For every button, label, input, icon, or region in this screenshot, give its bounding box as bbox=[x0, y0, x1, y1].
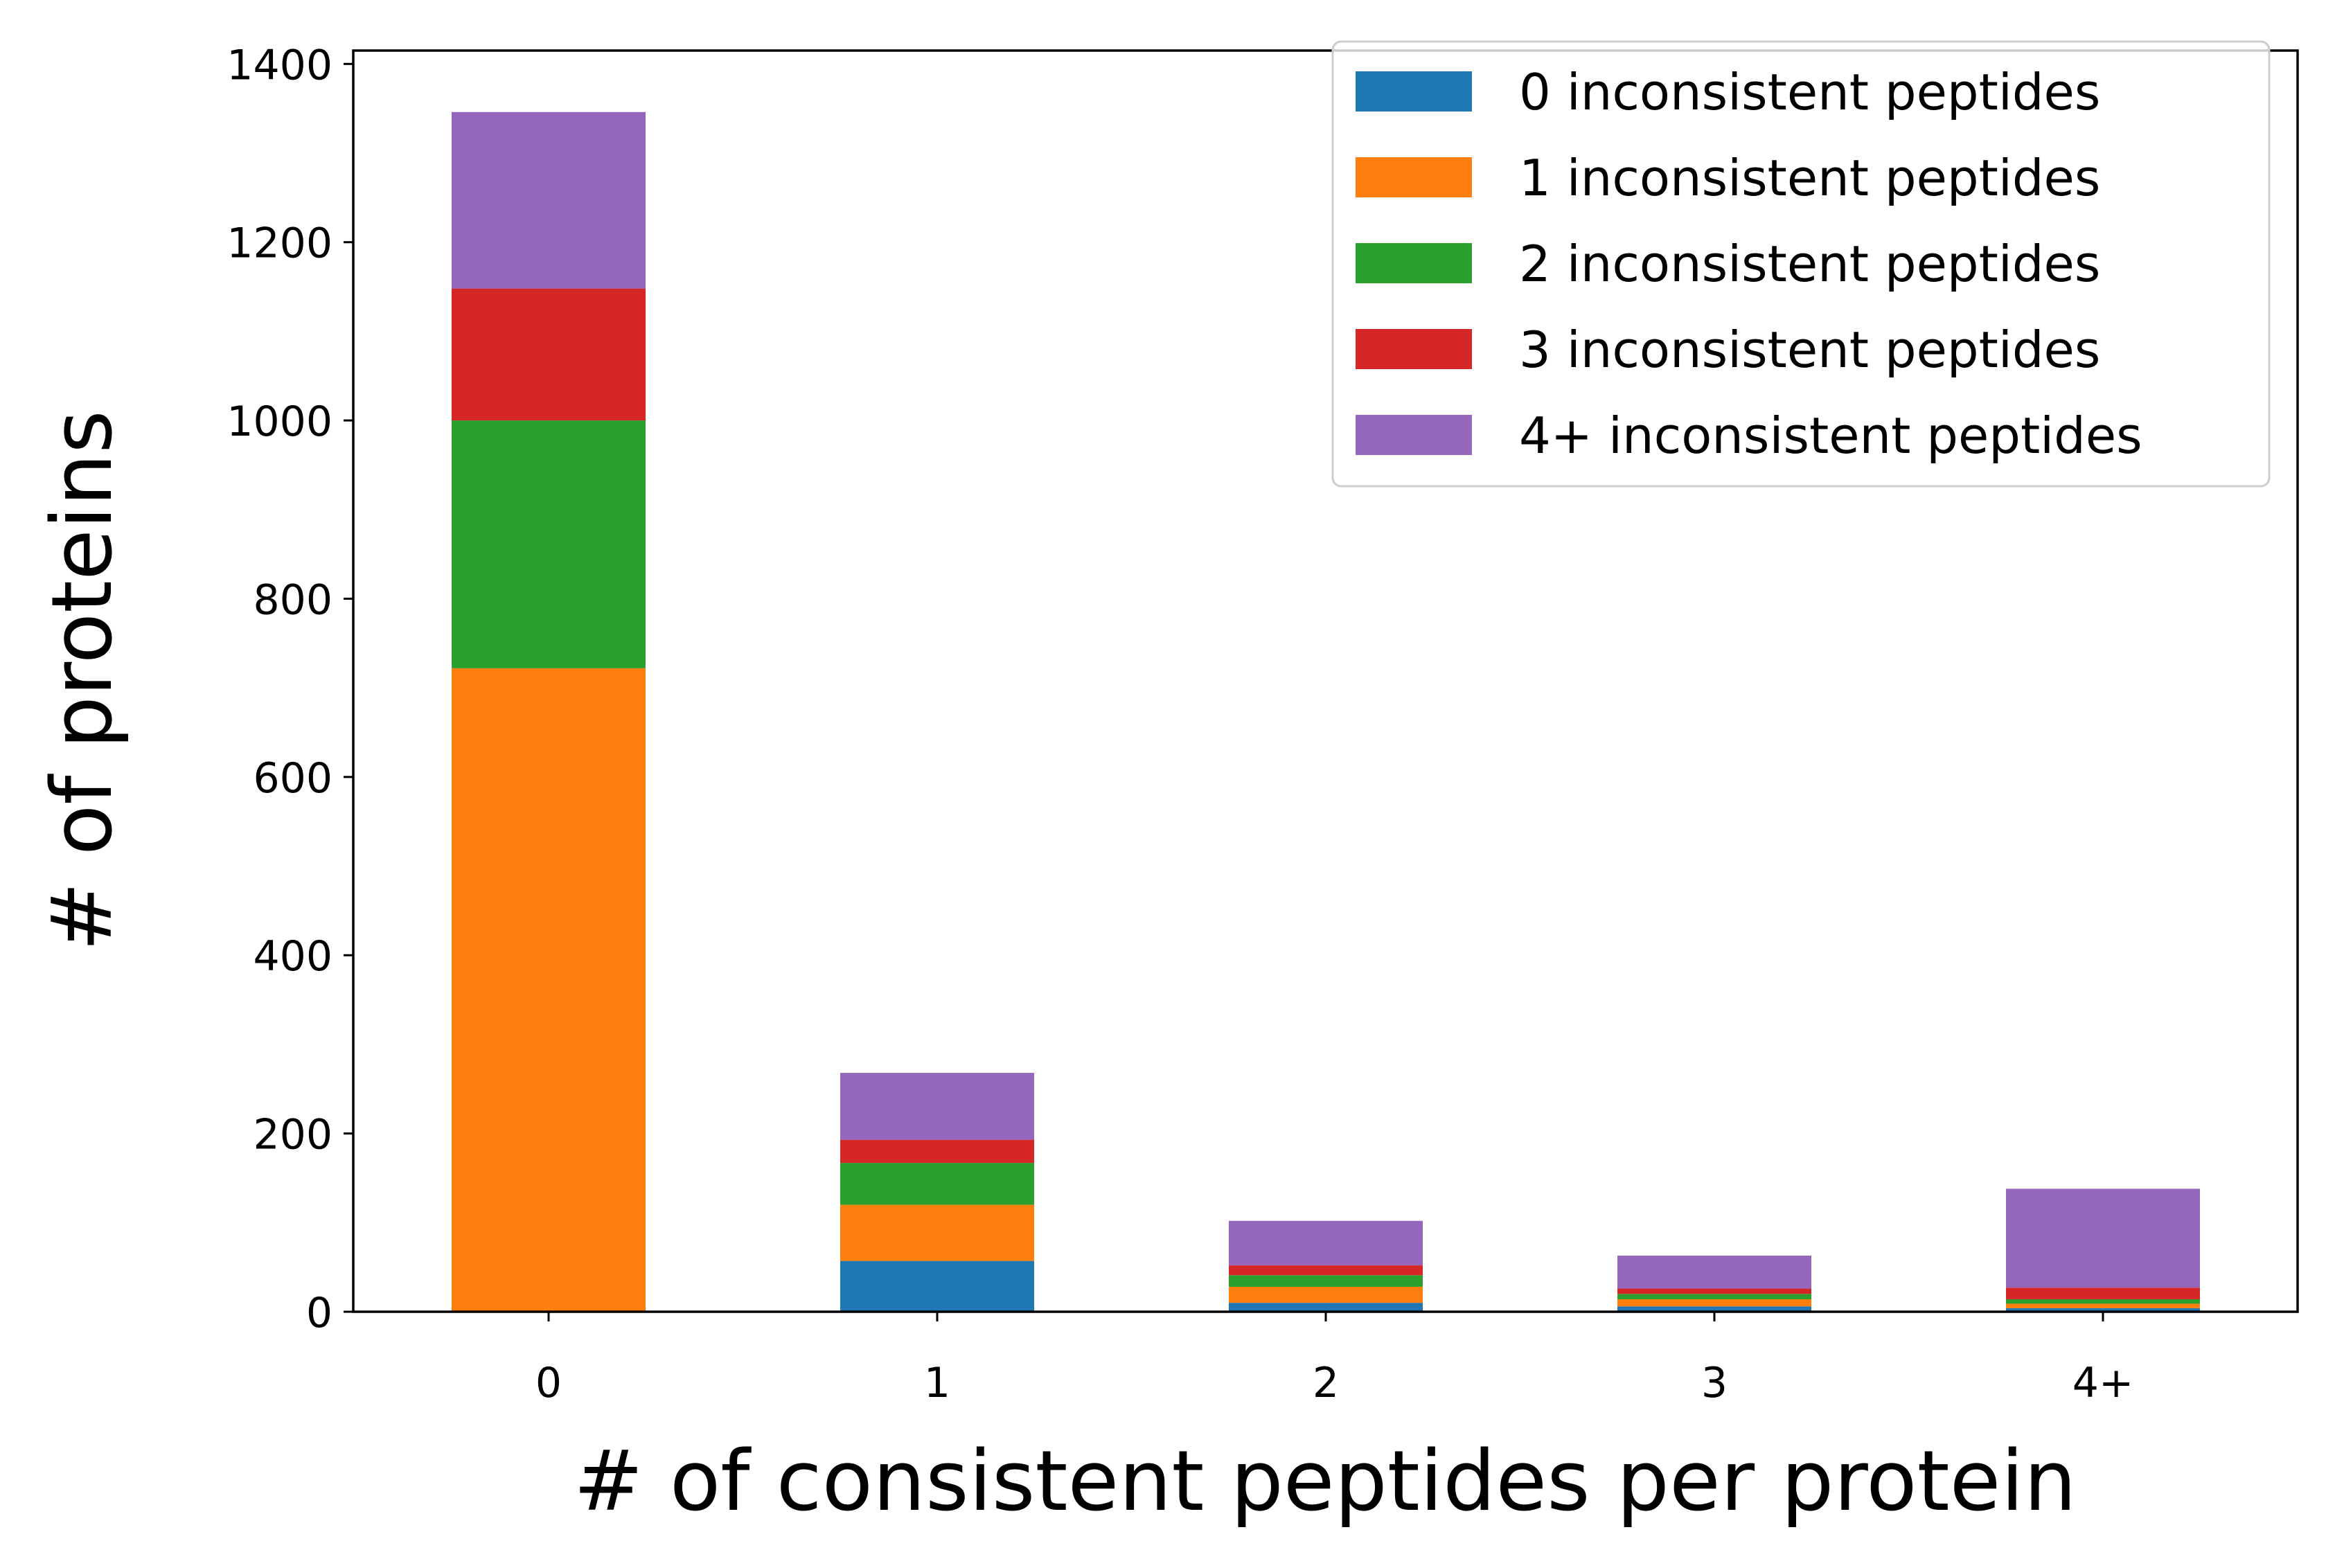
bar-segment-cat-0-series-4 bbox=[452, 112, 646, 289]
x-tick-label: 4+ bbox=[2072, 1359, 2133, 1407]
y-tick-label: 1200 bbox=[227, 220, 332, 268]
bar-segment-cat-0-series-3 bbox=[452, 288, 646, 421]
legend-swatch-series-2 bbox=[1356, 243, 1472, 283]
legend-swatch-series-1 bbox=[1356, 157, 1472, 197]
y-tick-label: 1000 bbox=[227, 398, 332, 446]
bar-segment-cat-2-series-0 bbox=[1229, 1303, 1423, 1312]
bar-segment-cat-1-series-2 bbox=[840, 1163, 1034, 1205]
legend-label-series-4: 4+ inconsistent peptides bbox=[1519, 407, 2142, 465]
legend-swatch-series-3 bbox=[1356, 329, 1472, 369]
legend-box bbox=[1331, 40, 2271, 488]
y-axis-ticks: 0 200 400 600 800 1000 1200 1400 bbox=[227, 41, 353, 1337]
y-tick-label: 0 bbox=[306, 1289, 332, 1337]
bar-segment-cat-0-series-2 bbox=[452, 420, 646, 668]
legend-label-series-2: 2 inconsistent peptides bbox=[1519, 235, 2100, 293]
x-axis-label: # of consistent peptides per protein bbox=[574, 1434, 2077, 1530]
bar-group bbox=[452, 112, 2200, 1312]
bar-segment-cat-1-series-1 bbox=[840, 1204, 1034, 1261]
bar-segment-cat-1-series-3 bbox=[840, 1139, 1034, 1164]
plot-frame bbox=[352, 49, 2299, 1313]
x-axis-ticks: 0 1 2 3 4+ bbox=[535, 1312, 2133, 1407]
bar-segment-cat-1-series-4 bbox=[840, 1073, 1034, 1140]
bar-segment-cat-0-series-1 bbox=[452, 668, 646, 1312]
bar-segment-cat-1-series-0 bbox=[840, 1260, 1034, 1312]
bar-segment-cat-2-series-1 bbox=[1229, 1286, 1423, 1303]
bar-segment-cat-4+-series-2 bbox=[2006, 1299, 2200, 1304]
y-tick-label: 1400 bbox=[227, 41, 332, 89]
bar-segment-cat-4+-series-1 bbox=[2006, 1303, 2200, 1308]
x-tick-label: 1 bbox=[924, 1359, 950, 1407]
legend-swatch-series-0 bbox=[1356, 71, 1472, 112]
bar-segment-cat-3-series-1 bbox=[1617, 1299, 1811, 1307]
bar-segment-cat-2-series-2 bbox=[1229, 1275, 1423, 1287]
x-tick-label: 0 bbox=[535, 1359, 562, 1407]
bar-segment-cat-3-series-2 bbox=[1617, 1294, 1811, 1299]
bar-segment-cat-4+-series-4 bbox=[2006, 1188, 2200, 1288]
legend: 0 inconsistent peptides 1 inconsistent pe… bbox=[1331, 40, 2271, 488]
x-tick-label: 3 bbox=[1701, 1359, 1728, 1407]
bar-segment-cat-4+-series-3 bbox=[2006, 1288, 2200, 1299]
y-axis-label: # of proteins bbox=[35, 410, 131, 952]
y-tick-label: 200 bbox=[253, 1111, 332, 1159]
y-tick-label: 600 bbox=[253, 754, 332, 803]
bar-segment-cat-2-series-4 bbox=[1229, 1220, 1423, 1266]
legend-label-series-1: 1 inconsistent peptides bbox=[1519, 149, 2100, 207]
legend-swatch-series-4 bbox=[1356, 415, 1472, 455]
y-tick-label: 800 bbox=[253, 576, 332, 624]
legend-label-series-3: 3 inconsistent peptides bbox=[1519, 321, 2100, 379]
bar-segment-cat-4+-series-0 bbox=[2006, 1308, 2200, 1312]
x-tick-label: 2 bbox=[1313, 1359, 1339, 1407]
bar-segment-cat-3-series-3 bbox=[1617, 1288, 1811, 1294]
bar-segment-cat-2-series-3 bbox=[1229, 1265, 1423, 1276]
y-tick-label: 400 bbox=[253, 932, 332, 981]
bar-segment-cat-3-series-0 bbox=[1617, 1306, 1811, 1312]
bar-segment-cat-3-series-4 bbox=[1617, 1255, 1811, 1289]
legend-label-series-0: 0 inconsistent peptides bbox=[1519, 63, 2100, 121]
